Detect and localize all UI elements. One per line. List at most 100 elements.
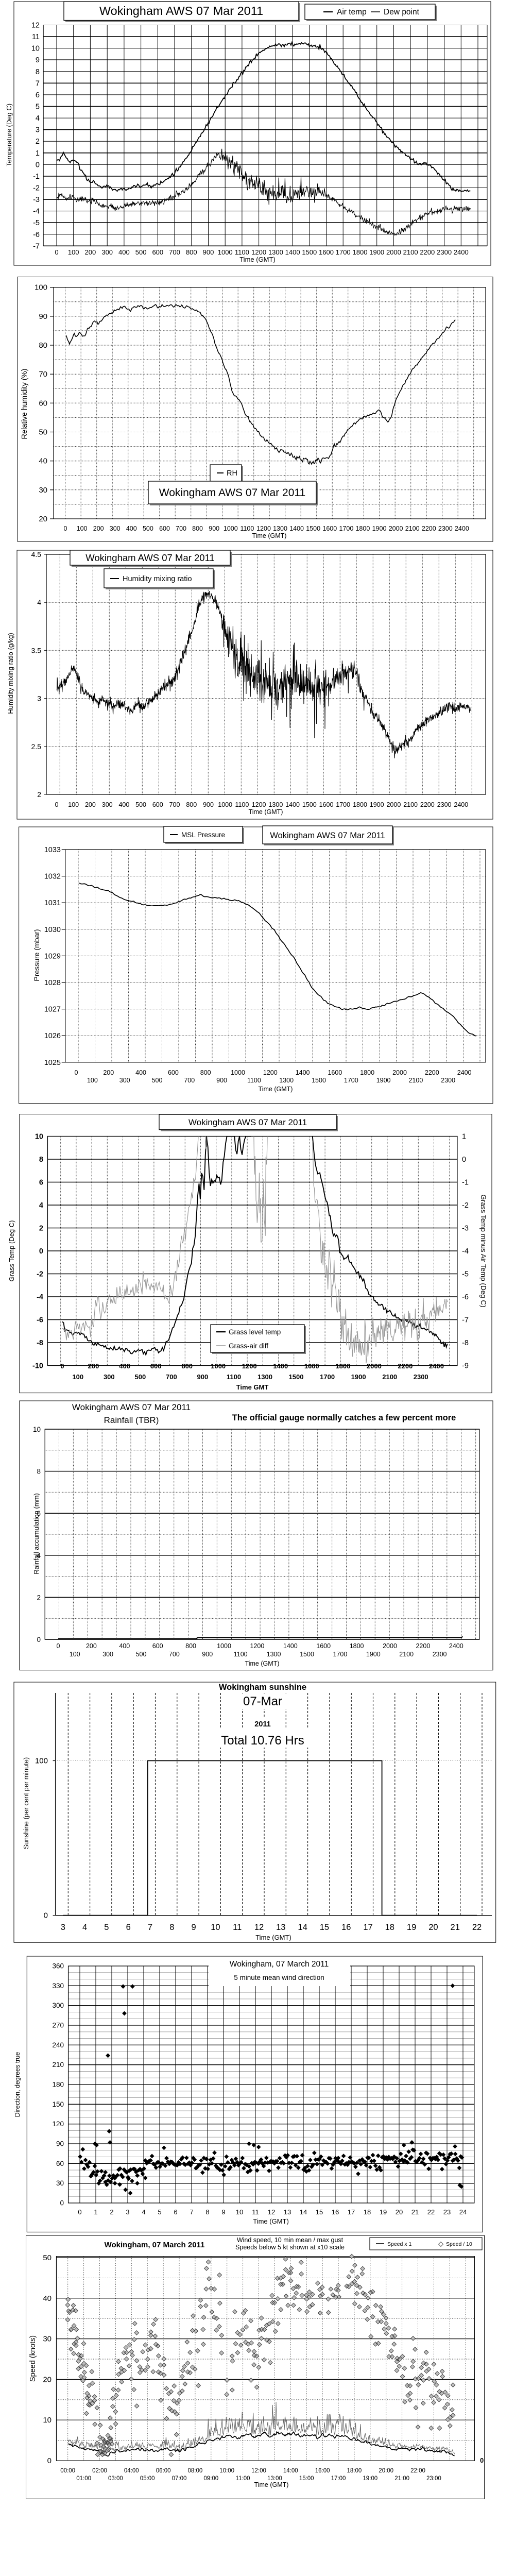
svg-text:Humidity mixing ratio (g/kg): Humidity mixing ratio (g/kg) — [7, 633, 14, 714]
svg-text:1033: 1033 — [44, 846, 61, 854]
svg-text:1000: 1000 — [224, 525, 238, 532]
svg-text:02:00: 02:00 — [92, 2468, 107, 2474]
svg-text:22: 22 — [472, 1923, 482, 1932]
svg-text:900: 900 — [216, 1077, 227, 1084]
svg-text:60: 60 — [39, 399, 47, 408]
svg-text:1: 1 — [36, 149, 40, 158]
svg-text:1400: 1400 — [285, 801, 300, 808]
svg-text:4: 4 — [36, 114, 40, 123]
svg-text:10: 10 — [236, 2208, 243, 2216]
svg-text:23:00: 23:00 — [426, 2476, 441, 2482]
svg-text:-2: -2 — [33, 184, 40, 193]
svg-text:2.5: 2.5 — [31, 742, 42, 751]
svg-text:360: 360 — [52, 1962, 64, 1970]
svg-text:Time (GMT): Time (GMT) — [245, 1660, 280, 1667]
svg-text:RH: RH — [227, 469, 237, 478]
svg-text:01:00: 01:00 — [76, 2476, 91, 2482]
svg-text:4.5: 4.5 — [31, 550, 42, 558]
svg-text:1100: 1100 — [227, 1373, 241, 1381]
svg-text:1026: 1026 — [44, 1032, 61, 1040]
svg-text:1100: 1100 — [247, 1077, 261, 1084]
svg-text:1600: 1600 — [319, 248, 334, 256]
svg-text:5 minute mean wind direction: 5 minute mean wind direction — [234, 1974, 324, 1981]
svg-text:14: 14 — [300, 2208, 307, 2216]
svg-text:2300: 2300 — [437, 801, 452, 808]
svg-text:07-Mar: 07-Mar — [243, 1694, 282, 1708]
svg-text:Rainfall (TBR): Rainfall (TBR) — [104, 1415, 159, 1425]
svg-text:600: 600 — [159, 525, 170, 532]
svg-text:6: 6 — [36, 91, 40, 99]
svg-text:10: 10 — [211, 1923, 220, 1932]
svg-text:600: 600 — [150, 1362, 162, 1370]
svg-text:1700: 1700 — [336, 801, 350, 808]
svg-text:1500: 1500 — [306, 525, 320, 532]
svg-text:Speed / 10: Speed / 10 — [446, 2241, 472, 2247]
svg-text:100: 100 — [87, 1077, 98, 1084]
svg-text:300: 300 — [102, 801, 113, 808]
svg-text:1600: 1600 — [319, 801, 334, 808]
svg-text:12: 12 — [254, 1923, 264, 1932]
svg-text:400: 400 — [118, 248, 130, 256]
svg-text:Wokingham AWS 07 Mar 2011: Wokingham AWS 07 Mar 2011 — [188, 1117, 307, 1127]
svg-text:Grass-air diff: Grass-air diff — [229, 1342, 268, 1350]
svg-text:0: 0 — [480, 2456, 484, 2464]
svg-text:2200: 2200 — [416, 1642, 430, 1650]
svg-text:1400: 1400 — [285, 248, 300, 256]
svg-text:-5: -5 — [33, 219, 40, 227]
svg-text:90: 90 — [39, 312, 47, 321]
svg-text:2300: 2300 — [438, 525, 453, 532]
svg-text:1900: 1900 — [351, 1373, 366, 1381]
svg-text:700: 700 — [184, 1077, 195, 1084]
svg-text:1900: 1900 — [369, 248, 384, 256]
svg-text:500: 500 — [136, 1651, 147, 1658]
svg-text:Time GMT: Time GMT — [236, 1383, 269, 1391]
svg-text:1027: 1027 — [44, 1006, 61, 1014]
svg-text:20: 20 — [428, 1923, 438, 1932]
svg-text:1200: 1200 — [256, 525, 271, 532]
svg-text:21: 21 — [451, 1923, 460, 1932]
svg-text:10: 10 — [43, 2416, 52, 2425]
svg-text:2000: 2000 — [367, 1362, 382, 1370]
svg-text:Humidity mixing ratio: Humidity mixing ratio — [123, 575, 192, 583]
svg-text:9: 9 — [192, 1923, 196, 1932]
svg-text:9: 9 — [36, 56, 40, 64]
svg-text:2200: 2200 — [422, 525, 436, 532]
svg-text:1300: 1300 — [273, 525, 287, 532]
svg-text:Dew point: Dew point — [384, 8, 420, 16]
svg-text:00:00: 00:00 — [60, 2468, 75, 2474]
svg-text:2: 2 — [37, 1594, 41, 1601]
svg-text:2000: 2000 — [386, 248, 401, 256]
svg-text:1000: 1000 — [217, 1642, 231, 1650]
svg-text:1300: 1300 — [279, 1077, 294, 1084]
svg-text:Total 10.76 Hrs: Total 10.76 Hrs — [221, 1734, 304, 1748]
svg-text:09:00: 09:00 — [203, 2476, 218, 2482]
svg-text:Rainfall accumulation (mm): Rainfall accumulation (mm) — [32, 1493, 40, 1574]
svg-text:1500: 1500 — [302, 801, 317, 808]
svg-text:13: 13 — [276, 1923, 285, 1932]
svg-text:1600: 1600 — [316, 1642, 331, 1650]
svg-text:6: 6 — [39, 1179, 43, 1187]
svg-text:10:00: 10:00 — [219, 2468, 234, 2474]
svg-text:2000: 2000 — [389, 525, 403, 532]
svg-text:330: 330 — [52, 1982, 64, 1990]
svg-text:100: 100 — [35, 1757, 48, 1766]
svg-text:0: 0 — [462, 1156, 466, 1164]
svg-text:Wokingham, 07 March 2011: Wokingham, 07 March 2011 — [105, 2241, 205, 2249]
svg-text:Wokingham AWS 07 Mar 2011: Wokingham AWS 07 Mar 2011 — [159, 487, 305, 499]
svg-text:-8: -8 — [462, 1339, 469, 1347]
svg-text:270: 270 — [52, 2022, 64, 2029]
svg-text:1800: 1800 — [353, 248, 368, 256]
svg-text:500: 500 — [152, 1077, 163, 1084]
svg-text:Temperature (Deg C): Temperature (Deg C) — [5, 104, 13, 166]
svg-text:2: 2 — [37, 790, 41, 799]
svg-text:2400: 2400 — [454, 801, 468, 808]
svg-text:400: 400 — [118, 801, 129, 808]
svg-text:1: 1 — [462, 1133, 466, 1141]
svg-text:16: 16 — [341, 1923, 351, 1932]
svg-text:40: 40 — [43, 2294, 52, 2303]
svg-text:1800: 1800 — [360, 1069, 374, 1076]
svg-text:1900: 1900 — [376, 1077, 391, 1084]
svg-text:11: 11 — [32, 33, 40, 41]
svg-text:2400: 2400 — [457, 1069, 472, 1076]
svg-text:100: 100 — [68, 248, 79, 256]
